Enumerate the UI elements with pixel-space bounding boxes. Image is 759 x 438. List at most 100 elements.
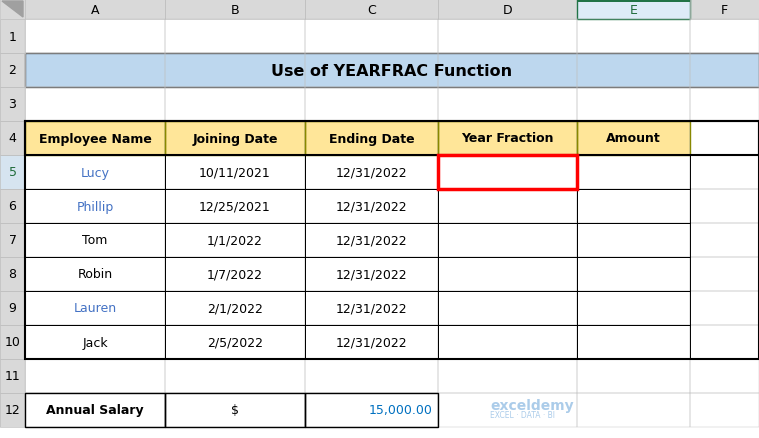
Bar xyxy=(438,122,577,155)
Bar xyxy=(438,155,577,190)
Text: 12/31/2022: 12/31/2022 xyxy=(335,302,408,315)
Bar xyxy=(577,190,690,223)
Bar xyxy=(438,88,577,122)
Bar xyxy=(577,223,690,258)
Bar xyxy=(438,291,577,325)
Bar xyxy=(577,291,690,325)
Bar xyxy=(577,190,690,223)
Bar xyxy=(165,122,305,155)
Bar xyxy=(305,258,438,291)
Bar xyxy=(690,291,759,325)
Text: Joining Date: Joining Date xyxy=(192,132,278,145)
Bar xyxy=(305,190,438,223)
Bar xyxy=(690,258,759,291)
Bar xyxy=(0,291,25,325)
Bar xyxy=(690,0,759,20)
Bar xyxy=(438,223,577,258)
Bar xyxy=(25,190,165,223)
Bar xyxy=(690,0,759,20)
Bar xyxy=(0,122,25,155)
Bar xyxy=(438,258,577,291)
Bar xyxy=(438,190,577,223)
Bar xyxy=(305,190,438,223)
Bar xyxy=(577,122,690,155)
Bar xyxy=(305,291,438,325)
Bar xyxy=(577,258,690,291)
Bar xyxy=(577,0,690,20)
Bar xyxy=(25,291,165,325)
Bar xyxy=(690,122,759,155)
Bar xyxy=(0,122,25,155)
Bar xyxy=(0,325,25,359)
Bar xyxy=(165,155,305,190)
Text: A: A xyxy=(91,4,99,17)
Bar xyxy=(438,359,577,393)
Bar xyxy=(438,122,577,155)
Bar xyxy=(577,54,690,88)
Bar xyxy=(577,155,690,190)
Bar xyxy=(165,155,305,190)
Bar xyxy=(577,122,690,155)
Bar xyxy=(305,291,438,325)
Bar xyxy=(25,291,165,325)
Bar xyxy=(438,393,577,427)
Bar xyxy=(438,359,577,393)
Bar xyxy=(0,393,25,427)
Text: 12/31/2022: 12/31/2022 xyxy=(335,336,408,349)
Bar xyxy=(25,291,165,325)
Bar xyxy=(690,223,759,258)
Bar xyxy=(305,291,438,325)
Bar xyxy=(438,122,577,155)
Bar xyxy=(25,88,165,122)
Bar xyxy=(165,223,305,258)
Bar xyxy=(0,393,25,427)
Bar xyxy=(305,54,438,88)
Bar xyxy=(165,190,305,223)
Bar xyxy=(438,190,577,223)
Bar xyxy=(690,291,759,325)
Bar xyxy=(165,88,305,122)
Text: 12/31/2022: 12/31/2022 xyxy=(335,166,408,179)
Bar xyxy=(438,122,577,155)
Bar xyxy=(577,258,690,291)
Bar xyxy=(577,88,690,122)
Text: Robin: Robin xyxy=(77,268,112,281)
Bar xyxy=(577,0,690,3)
Bar xyxy=(438,223,577,258)
Text: Ending Date: Ending Date xyxy=(329,132,414,145)
Bar xyxy=(305,359,438,393)
Bar xyxy=(25,258,165,291)
Text: 1: 1 xyxy=(8,30,17,43)
Bar xyxy=(165,122,305,155)
Bar xyxy=(305,223,438,258)
Bar xyxy=(165,20,305,54)
Bar xyxy=(165,190,305,223)
Bar xyxy=(577,359,690,393)
Bar xyxy=(577,223,690,258)
Bar xyxy=(305,223,438,258)
Bar xyxy=(438,155,577,190)
Text: 1/1/2022: 1/1/2022 xyxy=(207,234,263,247)
Bar xyxy=(577,291,690,325)
Bar xyxy=(305,393,438,427)
Bar xyxy=(25,258,165,291)
Bar xyxy=(165,393,305,427)
Bar xyxy=(690,155,759,190)
Bar xyxy=(690,88,759,122)
Bar xyxy=(577,122,690,155)
Text: 12/31/2022: 12/31/2022 xyxy=(335,268,408,281)
Bar xyxy=(577,258,690,291)
Bar xyxy=(690,54,759,88)
Bar xyxy=(305,190,438,223)
Bar xyxy=(165,325,305,359)
Bar xyxy=(438,291,577,325)
Bar xyxy=(25,54,165,88)
Bar xyxy=(690,190,759,223)
Bar xyxy=(25,54,759,88)
Bar xyxy=(165,223,305,258)
Bar xyxy=(165,88,305,122)
Bar xyxy=(165,325,305,359)
Bar xyxy=(690,393,759,427)
Bar xyxy=(438,190,577,223)
Bar xyxy=(305,325,438,359)
